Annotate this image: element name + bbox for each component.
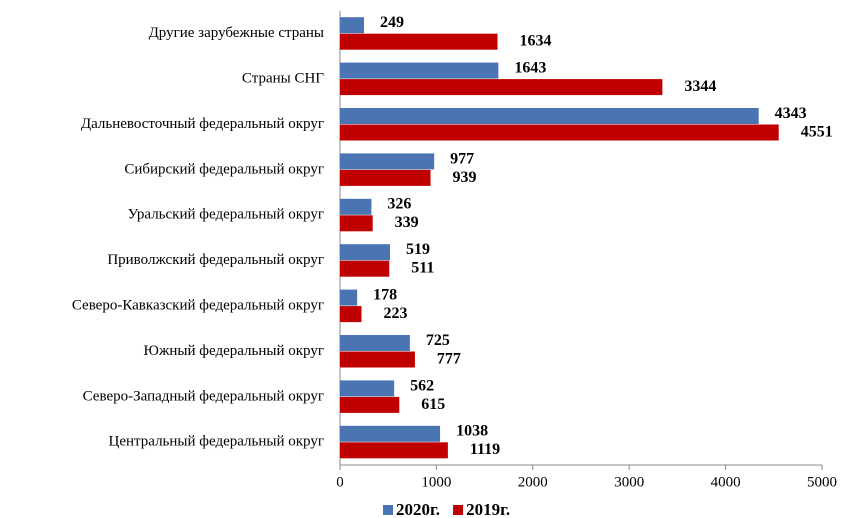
y-tick-label: Приволжский федеральный округ bbox=[107, 252, 324, 268]
y-tick-label: Уральский федеральный округ bbox=[128, 207, 324, 223]
bar bbox=[340, 425, 441, 442]
x-tick-label: 2000 bbox=[518, 474, 548, 490]
bar bbox=[340, 17, 365, 34]
bar bbox=[340, 335, 410, 351]
y-tick-label: Дальневосточный федеральный округ bbox=[81, 116, 324, 132]
x-tick-label: 0 bbox=[336, 474, 344, 490]
value-label: 519 bbox=[406, 241, 430, 258]
value-label: 326 bbox=[387, 196, 411, 213]
x-tick-label: 4000 bbox=[711, 474, 741, 490]
value-label: 178 bbox=[373, 287, 397, 304]
bar bbox=[340, 215, 373, 232]
legend-label: 2020г. bbox=[396, 500, 440, 518]
bar bbox=[340, 198, 372, 215]
y-tick-label: Северо-Кавказский федеральный округ bbox=[72, 298, 324, 314]
value-label: 1643 bbox=[514, 60, 546, 77]
bar bbox=[340, 124, 779, 141]
value-label: 1038 bbox=[456, 423, 488, 440]
value-label: 939 bbox=[453, 169, 477, 186]
value-label: 223 bbox=[383, 305, 407, 322]
bar bbox=[340, 79, 663, 96]
bar bbox=[340, 289, 358, 306]
value-label: 725 bbox=[426, 332, 450, 349]
value-label: 1119 bbox=[470, 441, 500, 458]
x-tick-label: 3000 bbox=[614, 474, 644, 490]
value-label: 777 bbox=[437, 350, 461, 367]
value-label: 4551 bbox=[801, 123, 833, 140]
value-label: 339 bbox=[395, 214, 419, 231]
x-tick-label: 1000 bbox=[421, 474, 451, 490]
legend-swatch bbox=[453, 505, 464, 515]
legend-label: 2019г. bbox=[466, 500, 510, 518]
bar bbox=[340, 244, 391, 261]
bar bbox=[340, 153, 435, 170]
y-tick-label: Сибирский федеральный округ bbox=[124, 161, 324, 177]
bar bbox=[340, 260, 390, 277]
bar bbox=[340, 396, 400, 413]
value-label: 977 bbox=[450, 150, 474, 167]
y-tick-label: Другие зарубежные страны bbox=[149, 25, 324, 41]
y-tick-label: Южный федеральный округ bbox=[143, 343, 324, 359]
bar bbox=[340, 33, 498, 50]
value-label: 562 bbox=[410, 377, 434, 394]
bar bbox=[340, 306, 362, 323]
y-tick-label: Северо-Западный федеральный округ bbox=[83, 388, 324, 404]
value-label: 1634 bbox=[520, 33, 552, 50]
value-label: 615 bbox=[421, 396, 445, 413]
value-label: 511 bbox=[411, 260, 434, 277]
x-tick-label: 5000 bbox=[807, 474, 837, 490]
value-label: 249 bbox=[380, 14, 404, 31]
value-label: 4343 bbox=[775, 105, 807, 122]
bar bbox=[340, 380, 395, 397]
bar bbox=[340, 351, 415, 368]
bar bbox=[340, 62, 499, 79]
y-tick-label: Центральный федеральный округ bbox=[109, 434, 324, 450]
legend-swatch bbox=[383, 505, 393, 515]
bar bbox=[340, 108, 759, 124]
y-tick-label: Страны СНГ bbox=[242, 71, 324, 87]
bar bbox=[340, 442, 448, 459]
value-label: 3344 bbox=[684, 78, 716, 95]
bar bbox=[340, 169, 431, 186]
